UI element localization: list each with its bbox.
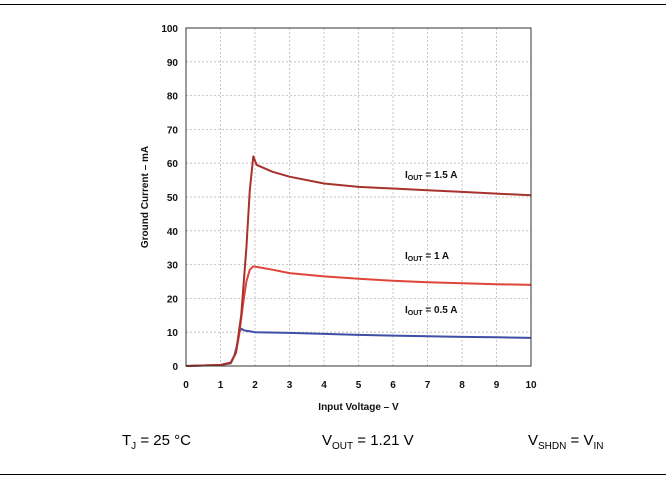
x-tick-label: 1 <box>218 380 224 391</box>
y-tick-label: 0 <box>172 362 178 373</box>
y-tick-label: 30 <box>167 261 179 272</box>
x-tick-label: 0 <box>183 380 189 391</box>
y-tick-label: 50 <box>167 193 179 204</box>
y-tick-label: 100 <box>161 24 178 35</box>
series-annotations: IOUT = 1.5 A IOUT = 1 A IOUT = 0.5 A <box>405 170 458 317</box>
condition-vshdn: VSHDN = VIN <box>528 432 604 452</box>
bottom-rule <box>0 474 666 475</box>
series-annotation-1: IOUT = 1 A <box>405 251 449 263</box>
condition-vout: VOUT = 1.21 V <box>322 432 414 452</box>
x-tick-label: 9 <box>494 380 500 391</box>
y-tick-label: 90 <box>167 58 179 69</box>
series-annotation-0: IOUT = 1.5 A <box>405 170 458 182</box>
grid <box>186 28 531 366</box>
series-annotation-2: IOUT = 0.5 A <box>405 305 458 317</box>
x-tick-label: 10 <box>525 380 537 391</box>
x-axis-label: Input Voltage – V <box>318 402 399 413</box>
y-tick-label: 80 <box>167 92 179 103</box>
x-tick-label: 2 <box>252 380 258 391</box>
y-tick-label: 60 <box>167 159 179 170</box>
x-tick-label: 5 <box>356 380 362 391</box>
y-tick-label: 40 <box>167 227 179 238</box>
plot-frame <box>185 27 532 367</box>
series-line-0 <box>185 155 532 367</box>
top-rule <box>0 4 666 5</box>
x-tick-label: 6 <box>390 380 396 391</box>
x-tick-labels: 0 1 2 3 4 5 6 7 8 9 10 <box>183 380 537 391</box>
y-axis-label: Ground Current – mA <box>140 146 151 248</box>
x-tick-label: 4 <box>321 380 327 391</box>
x-tick-label: 3 <box>287 380 293 391</box>
y-tick-label: 70 <box>167 125 179 136</box>
x-tick-label: 8 <box>459 380 465 391</box>
series-lines <box>185 155 532 367</box>
y-tick-label: 10 <box>167 328 179 339</box>
x-tick-label: 7 <box>425 380 431 391</box>
y-tick-labels: 0 10 20 30 40 50 60 70 80 90 100 <box>161 24 178 373</box>
condition-tj: TJ = 25 °C <box>122 432 191 452</box>
y-tick-label: 20 <box>167 294 179 305</box>
